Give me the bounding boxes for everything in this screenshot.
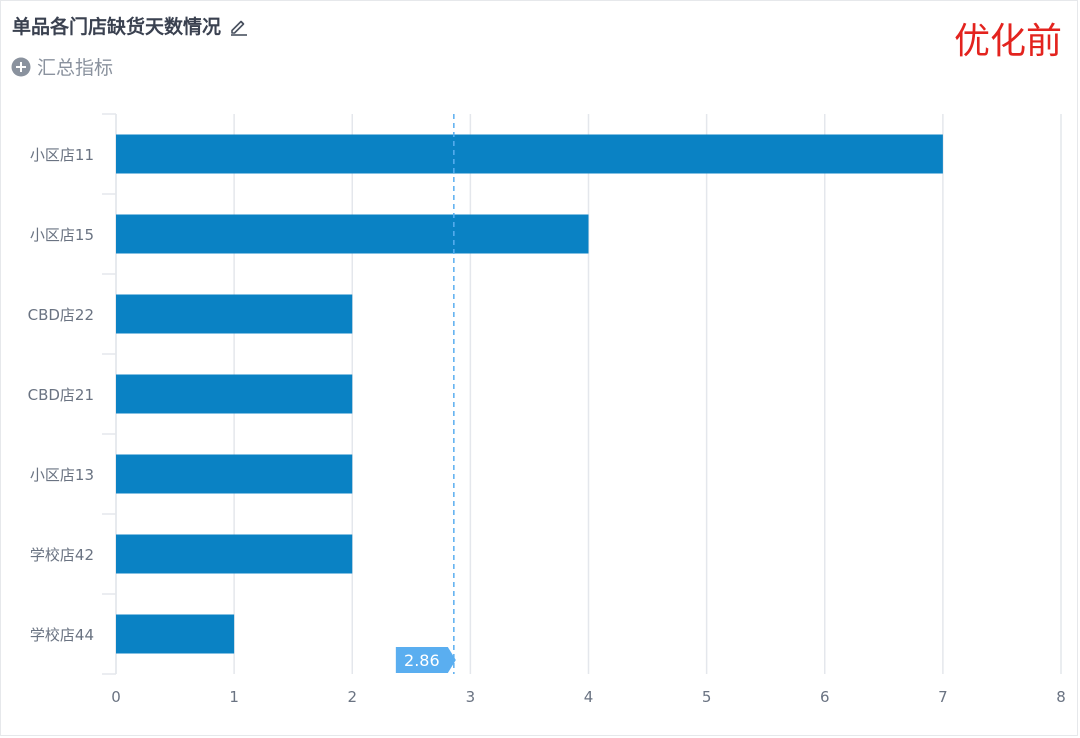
- bar[interactable]: [116, 534, 353, 574]
- reference-value-label: 2.86: [404, 651, 440, 670]
- chart-title: 单品各门店缺货天数情况: [12, 16, 222, 38]
- y-tick-label: 小区店15: [30, 226, 94, 244]
- y-tick-label: CBD店21: [28, 386, 94, 404]
- pencil-icon[interactable]: [229, 16, 249, 36]
- bar[interactable]: [116, 294, 353, 334]
- title-row: 单品各门店缺货天数情况: [12, 12, 249, 39]
- reference-badge: [395, 647, 456, 673]
- plus-circle-icon: [11, 57, 31, 76]
- x-tick-label: 2: [347, 688, 357, 706]
- x-tick-label: 3: [466, 688, 476, 706]
- x-tick-label: 4: [584, 688, 594, 706]
- y-tick-label: 小区店11: [30, 146, 94, 164]
- y-tick-label: 学校店44: [30, 626, 94, 644]
- x-tick-label: 1: [229, 688, 239, 706]
- x-tick-label: 0: [111, 688, 121, 706]
- y-tick-label: CBD店22: [28, 306, 94, 324]
- x-tick-label: 8: [1056, 688, 1066, 706]
- x-tick-label: 6: [820, 688, 830, 706]
- bar[interactable]: [116, 614, 235, 654]
- bar[interactable]: [116, 454, 353, 494]
- add-summary-metric-button[interactable]: 汇总指标: [11, 53, 113, 80]
- bar[interactable]: [116, 374, 353, 414]
- y-tick-label: 小区店13: [30, 466, 94, 484]
- bar[interactable]: [116, 214, 589, 254]
- before-optimization-tag: 优化前: [953, 21, 1062, 62]
- x-tick-label: 7: [938, 688, 948, 706]
- y-tick-label: 学校店42: [30, 546, 94, 564]
- summary-metric-label: 汇总指标: [37, 57, 114, 79]
- x-tick-label: 5: [702, 688, 712, 706]
- bar[interactable]: [116, 134, 943, 174]
